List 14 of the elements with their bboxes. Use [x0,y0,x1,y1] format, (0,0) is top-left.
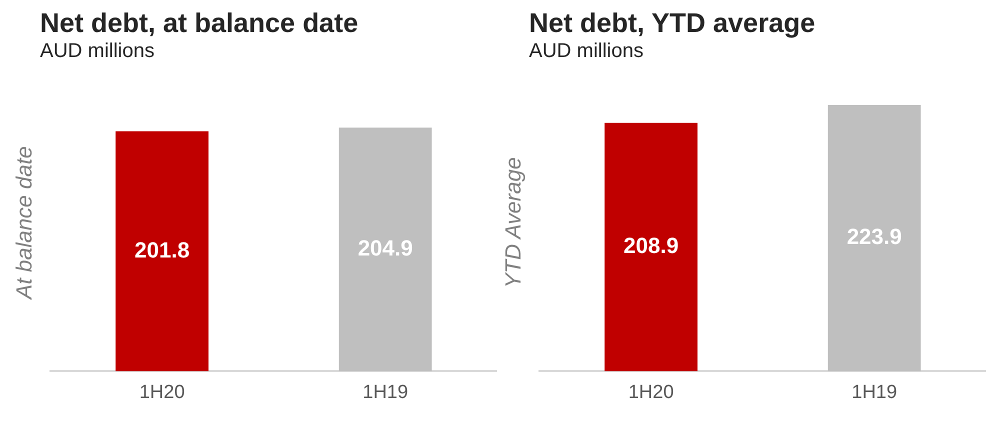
data-label: 223.9 [846,224,902,250]
chart-subtitle: AUD millions [529,39,644,64]
x-tick-label: 1H20 [628,382,674,403]
data-label: 201.8 [134,237,190,262]
y-axis-title: YTD Average [500,157,526,288]
x-tick-label: 1H20 [139,382,185,403]
data-label: 208.9 [624,233,679,258]
data-label: 204.9 [358,235,413,260]
y-axis-title: At balance date [11,146,36,302]
chart-title: Net debt, at balance date [40,8,360,38]
x-tick-label: 1H19 [362,382,408,403]
chart-subtitle: AUD millions [40,39,156,64]
chart-title: Net debt, YTD average [529,8,816,38]
x-tick-label: 1H19 [852,382,898,403]
